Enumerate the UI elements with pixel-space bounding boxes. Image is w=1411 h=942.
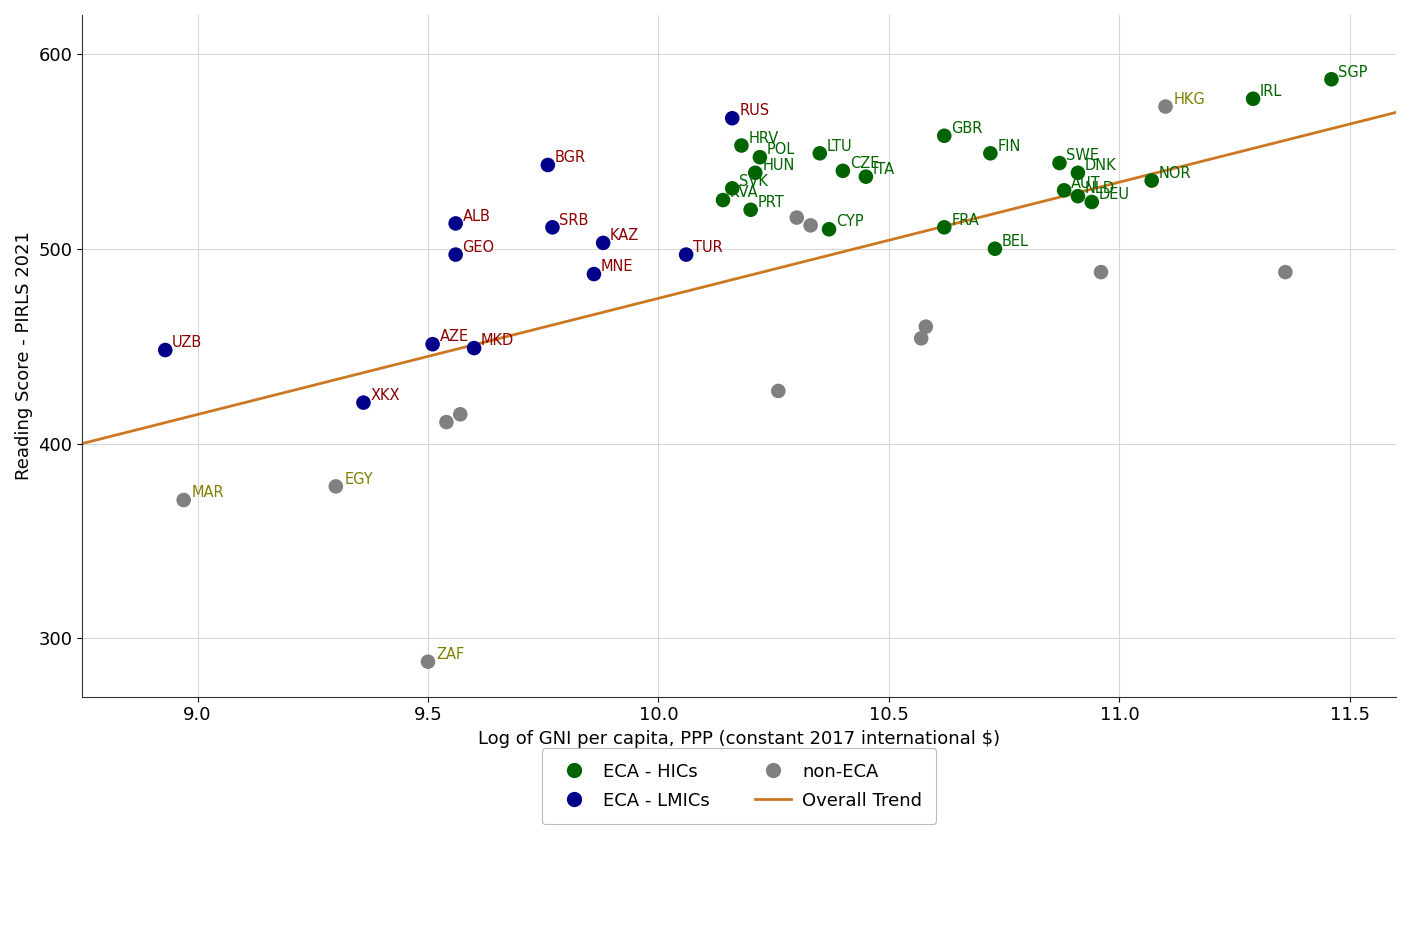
Text: AZE: AZE xyxy=(440,330,468,345)
Point xyxy=(435,414,457,430)
Text: SGP: SGP xyxy=(1339,64,1367,79)
Text: NLD: NLD xyxy=(1085,182,1115,196)
Point xyxy=(744,165,766,180)
Text: KAZ: KAZ xyxy=(610,228,639,243)
Point xyxy=(831,163,854,178)
Y-axis label: Reading Score - PIRLS 2021: Reading Score - PIRLS 2021 xyxy=(16,232,32,480)
Point xyxy=(353,395,375,410)
Text: XKX: XKX xyxy=(371,388,399,403)
Point xyxy=(674,247,697,262)
Point xyxy=(729,138,752,153)
Point xyxy=(818,221,841,236)
Text: HKG: HKG xyxy=(1174,91,1205,106)
Text: MAR: MAR xyxy=(192,485,224,500)
Text: CYP: CYP xyxy=(835,215,864,230)
Text: EGY: EGY xyxy=(344,472,373,487)
Point xyxy=(933,128,955,143)
Text: SWE: SWE xyxy=(1067,148,1099,163)
Point xyxy=(154,343,176,358)
Text: ALB: ALB xyxy=(463,208,491,223)
Point xyxy=(1089,265,1112,280)
Text: GEO: GEO xyxy=(463,240,495,255)
Text: IRL: IRL xyxy=(1260,84,1283,99)
Point xyxy=(325,479,347,494)
Point xyxy=(536,157,559,172)
Point xyxy=(172,493,195,508)
Point xyxy=(449,407,471,422)
Text: ITA: ITA xyxy=(873,162,895,177)
Text: BGR: BGR xyxy=(555,150,586,165)
Point xyxy=(583,267,605,282)
Point xyxy=(1053,183,1075,198)
Text: LTU: LTU xyxy=(827,138,852,154)
Text: HRV: HRV xyxy=(748,131,779,146)
Text: ZAF: ZAF xyxy=(436,647,464,662)
Point xyxy=(542,219,564,235)
Point xyxy=(749,150,772,165)
Text: TUR: TUR xyxy=(693,240,722,255)
Point xyxy=(914,319,937,334)
Point xyxy=(1048,155,1071,171)
Point xyxy=(721,111,744,126)
Text: SRB: SRB xyxy=(559,213,588,228)
Point xyxy=(591,236,614,251)
Text: POL: POL xyxy=(766,142,796,157)
Text: MKD: MKD xyxy=(481,333,514,349)
Point xyxy=(444,247,467,262)
Point xyxy=(855,170,878,185)
Point xyxy=(983,241,1006,256)
Point xyxy=(933,219,955,235)
Point xyxy=(1154,99,1177,114)
Text: BEL: BEL xyxy=(1002,234,1029,249)
Point xyxy=(444,216,467,231)
Text: CZE: CZE xyxy=(849,156,879,171)
Text: PRT: PRT xyxy=(758,195,785,210)
Point xyxy=(1274,265,1297,280)
Point xyxy=(1067,188,1089,203)
Point xyxy=(1242,91,1264,106)
Text: UZB: UZB xyxy=(172,335,202,350)
Point xyxy=(910,331,933,346)
Text: SVK: SVK xyxy=(739,173,768,188)
Point xyxy=(711,192,734,207)
Text: HUN: HUN xyxy=(762,158,794,173)
Text: DNK: DNK xyxy=(1085,158,1116,173)
Point xyxy=(416,654,439,669)
Point xyxy=(739,203,762,218)
Point xyxy=(463,341,485,356)
Point xyxy=(721,181,744,196)
Point xyxy=(1140,173,1163,188)
Text: FRA: FRA xyxy=(951,213,979,228)
Point xyxy=(786,210,809,225)
Point xyxy=(1321,72,1343,87)
Text: DEU: DEU xyxy=(1099,187,1130,203)
Point xyxy=(1067,165,1089,180)
Text: GBR: GBR xyxy=(951,121,982,136)
Text: KVA: KVA xyxy=(729,186,759,201)
Text: FIN: FIN xyxy=(998,138,1020,154)
Point xyxy=(979,146,1002,161)
Text: NOR: NOR xyxy=(1158,166,1191,181)
Text: RUS: RUS xyxy=(739,104,769,119)
Point xyxy=(799,218,821,233)
Text: MNE: MNE xyxy=(601,259,634,274)
Point xyxy=(422,336,444,351)
Point xyxy=(1081,194,1103,209)
Point xyxy=(809,146,831,161)
Legend: ECA - HICs, ECA - LMICs, non-ECA, Overall Trend: ECA - HICs, ECA - LMICs, non-ECA, Overal… xyxy=(542,748,937,824)
X-axis label: Log of GNI per capita, PPP (constant 2017 international $): Log of GNI per capita, PPP (constant 201… xyxy=(478,730,1000,748)
Point xyxy=(768,383,790,398)
Text: AUT: AUT xyxy=(1071,175,1101,190)
